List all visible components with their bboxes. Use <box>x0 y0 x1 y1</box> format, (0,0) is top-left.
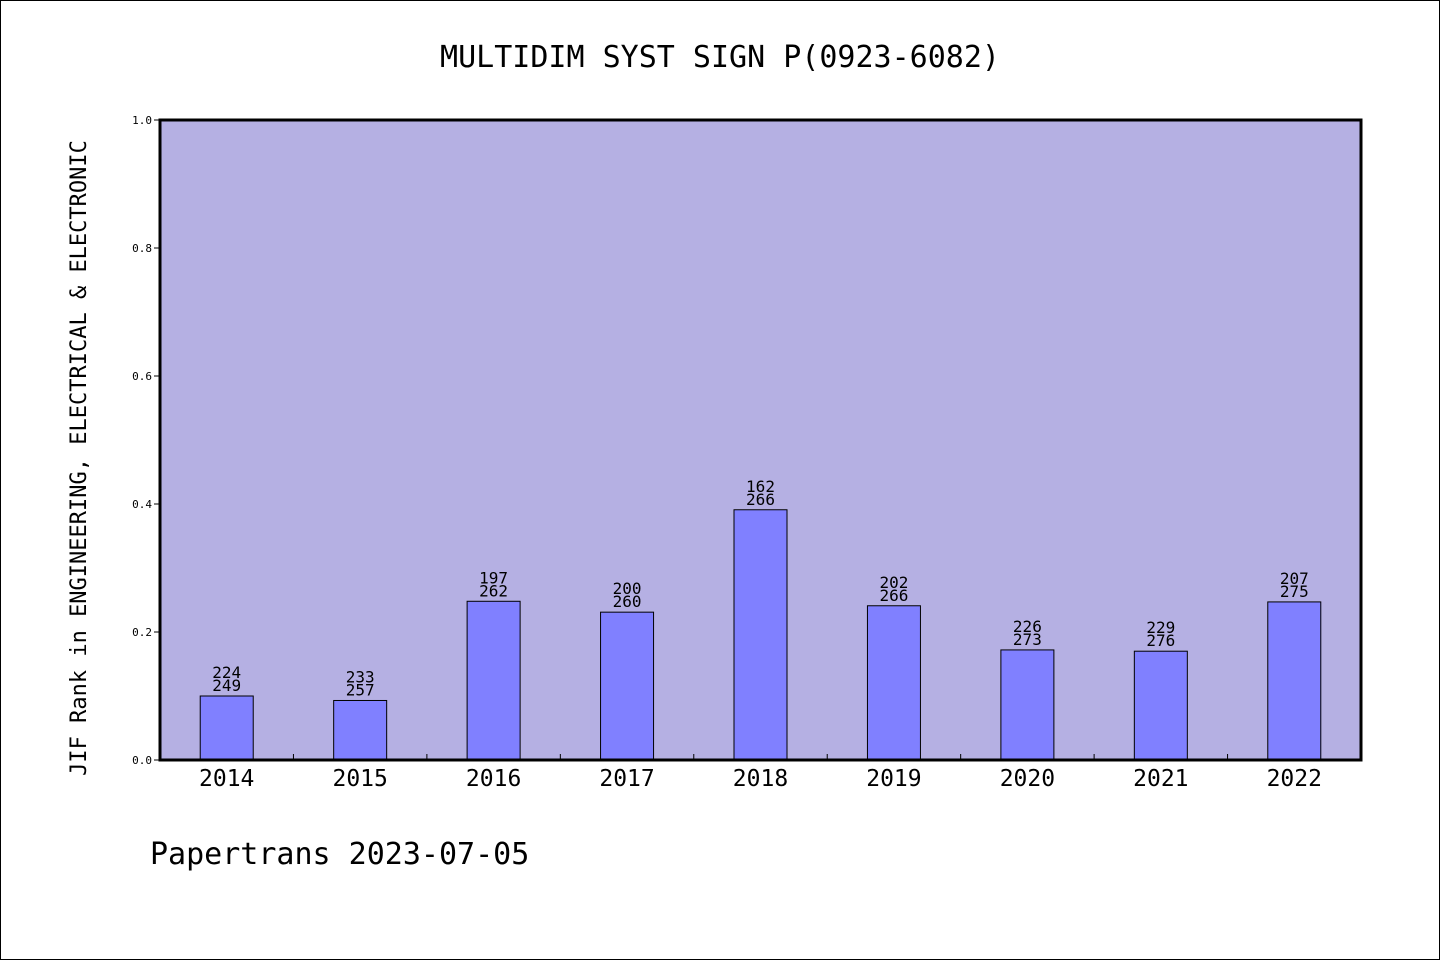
bar-2020 <box>1000 649 1055 761</box>
bar-2021 <box>1133 650 1188 761</box>
chart-title: MULTIDIM SYST SIGN P(0923-6082) <box>440 40 1000 75</box>
bar-2018 <box>733 509 788 761</box>
x-axis-ticks: 2014 2015 2016 2017 2018 2019 2020 2021 2022 <box>199 754 1322 792</box>
total-label: 276 <box>1146 631 1175 650</box>
y-axis-label: JIF Rank in ENGINEERING, ELECTRICAL & EL… <box>67 140 92 776</box>
y-axis-ticks: 0.0 0.2 0.4 0.6 0.8 1.0 <box>132 114 160 767</box>
x-tick-label: 2018 <box>733 766 788 792</box>
rank-label: 226 <box>1013 617 1042 636</box>
rank-label: 197 <box>479 568 508 587</box>
bar-2015 <box>333 699 388 761</box>
y-tick-label: 0.2 <box>132 626 152 639</box>
footer-credit: Papertrans 2023-07-05 <box>150 837 529 872</box>
rank-label: 233 <box>346 667 375 686</box>
total-label: 266 <box>746 490 775 509</box>
total-label: 249 <box>212 676 241 695</box>
x-tick-label: 2014 <box>199 766 254 792</box>
total-label: 262 <box>479 581 508 600</box>
x-tick-label: 2017 <box>599 766 654 792</box>
rank-label: 224 <box>212 663 241 682</box>
y-tick-label: 0.0 <box>132 754 152 767</box>
bar-2016 <box>466 600 521 761</box>
total-label: 257 <box>346 680 375 699</box>
y-tick-label: 0.6 <box>132 370 152 383</box>
plot-border <box>158 118 1363 762</box>
x-tick-label: 2016 <box>466 766 521 792</box>
y-tick-label: 0.4 <box>132 498 152 511</box>
rank-label: 162 <box>746 477 775 496</box>
x-tick-label: 2022 <box>1267 766 1322 792</box>
x-tick-label: 2019 <box>866 766 921 792</box>
y-tick-label: 0.8 <box>132 242 152 255</box>
y-tick-label: 1.0 <box>132 114 152 127</box>
bar-2019 <box>866 605 921 761</box>
rank-label: 202 <box>879 573 908 592</box>
total-label: 275 <box>1280 582 1309 601</box>
rank-label: 229 <box>1146 618 1175 637</box>
x-tick-label: 2020 <box>1000 766 1055 792</box>
total-label: 266 <box>879 586 908 605</box>
rank-label: 207 <box>1280 569 1309 588</box>
bar-2017 <box>600 611 655 761</box>
total-label: 273 <box>1013 630 1042 649</box>
x-tick-label: 2015 <box>332 766 387 792</box>
bar-2014 <box>199 695 254 761</box>
rank-label: 200 <box>613 579 642 598</box>
total-label: 260 <box>613 592 642 611</box>
bars <box>199 509 1322 761</box>
x-tick-label: 2021 <box>1133 766 1188 792</box>
bar-2022 <box>1267 601 1322 761</box>
